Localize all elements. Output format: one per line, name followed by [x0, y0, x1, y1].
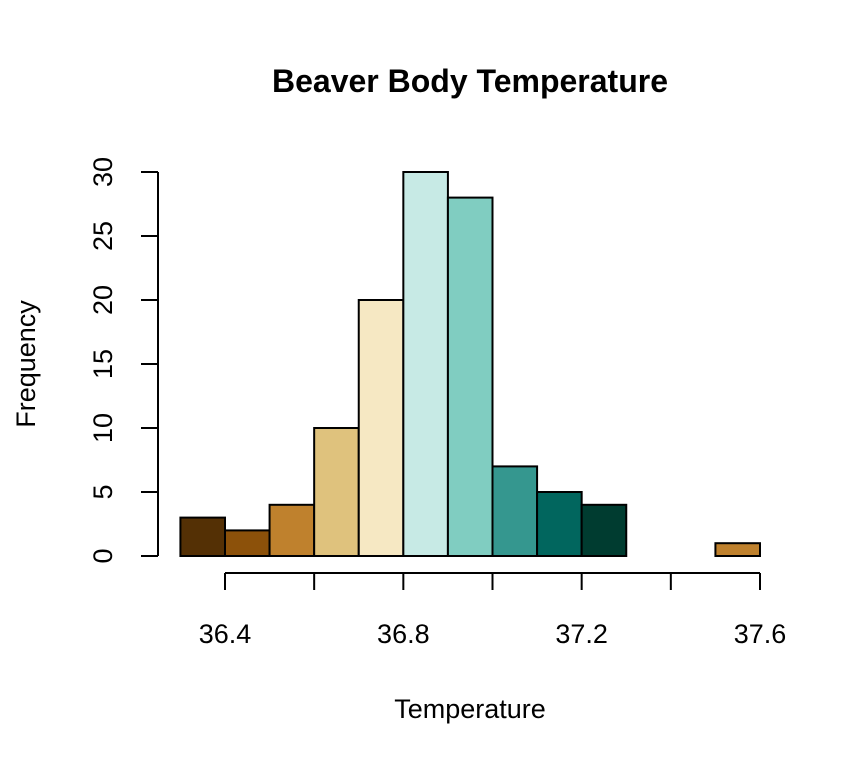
histogram-bar-5 — [402, 171, 449, 557]
y-tick-label: 0 — [88, 548, 118, 563]
histogram-bar-7 — [491, 465, 539, 557]
histogram-bar-1 — [224, 529, 271, 558]
y-tick-label: 5 — [88, 484, 118, 499]
x-axis: 36.4 36.8 37.2 37.6 — [199, 572, 787, 649]
y-tick-label: 30 — [88, 157, 118, 187]
y-axis: 0 5 10 15 20 25 30 — [88, 157, 159, 564]
chart-title: Beaver Body Temperature — [272, 63, 668, 99]
histogram-bar-3 — [313, 427, 360, 557]
y-tick-label: 20 — [88, 285, 118, 315]
histogram-bar-6 — [446, 196, 494, 557]
x-tick-label: 37.2 — [555, 619, 608, 649]
x-tick-label: 36.4 — [199, 619, 252, 649]
y-tick-label: 25 — [88, 221, 118, 251]
histogram-bar-2 — [268, 503, 316, 557]
histogram-bar-9 — [580, 503, 628, 557]
bar-group — [179, 171, 762, 558]
y-tick-label: 15 — [88, 349, 118, 379]
histogram-bar-4 — [357, 299, 405, 557]
x-tick-label: 37.6 — [734, 619, 787, 649]
histogram-bar-8 — [536, 491, 583, 557]
y-tick-label: 10 — [88, 413, 118, 443]
x-tick-label: 36.8 — [377, 619, 430, 649]
histogram-bar-0 — [179, 516, 227, 557]
x-axis-title: Temperature — [394, 694, 546, 724]
histogram-bar-12 — [714, 542, 762, 558]
y-axis-title: Frequency — [11, 300, 41, 428]
